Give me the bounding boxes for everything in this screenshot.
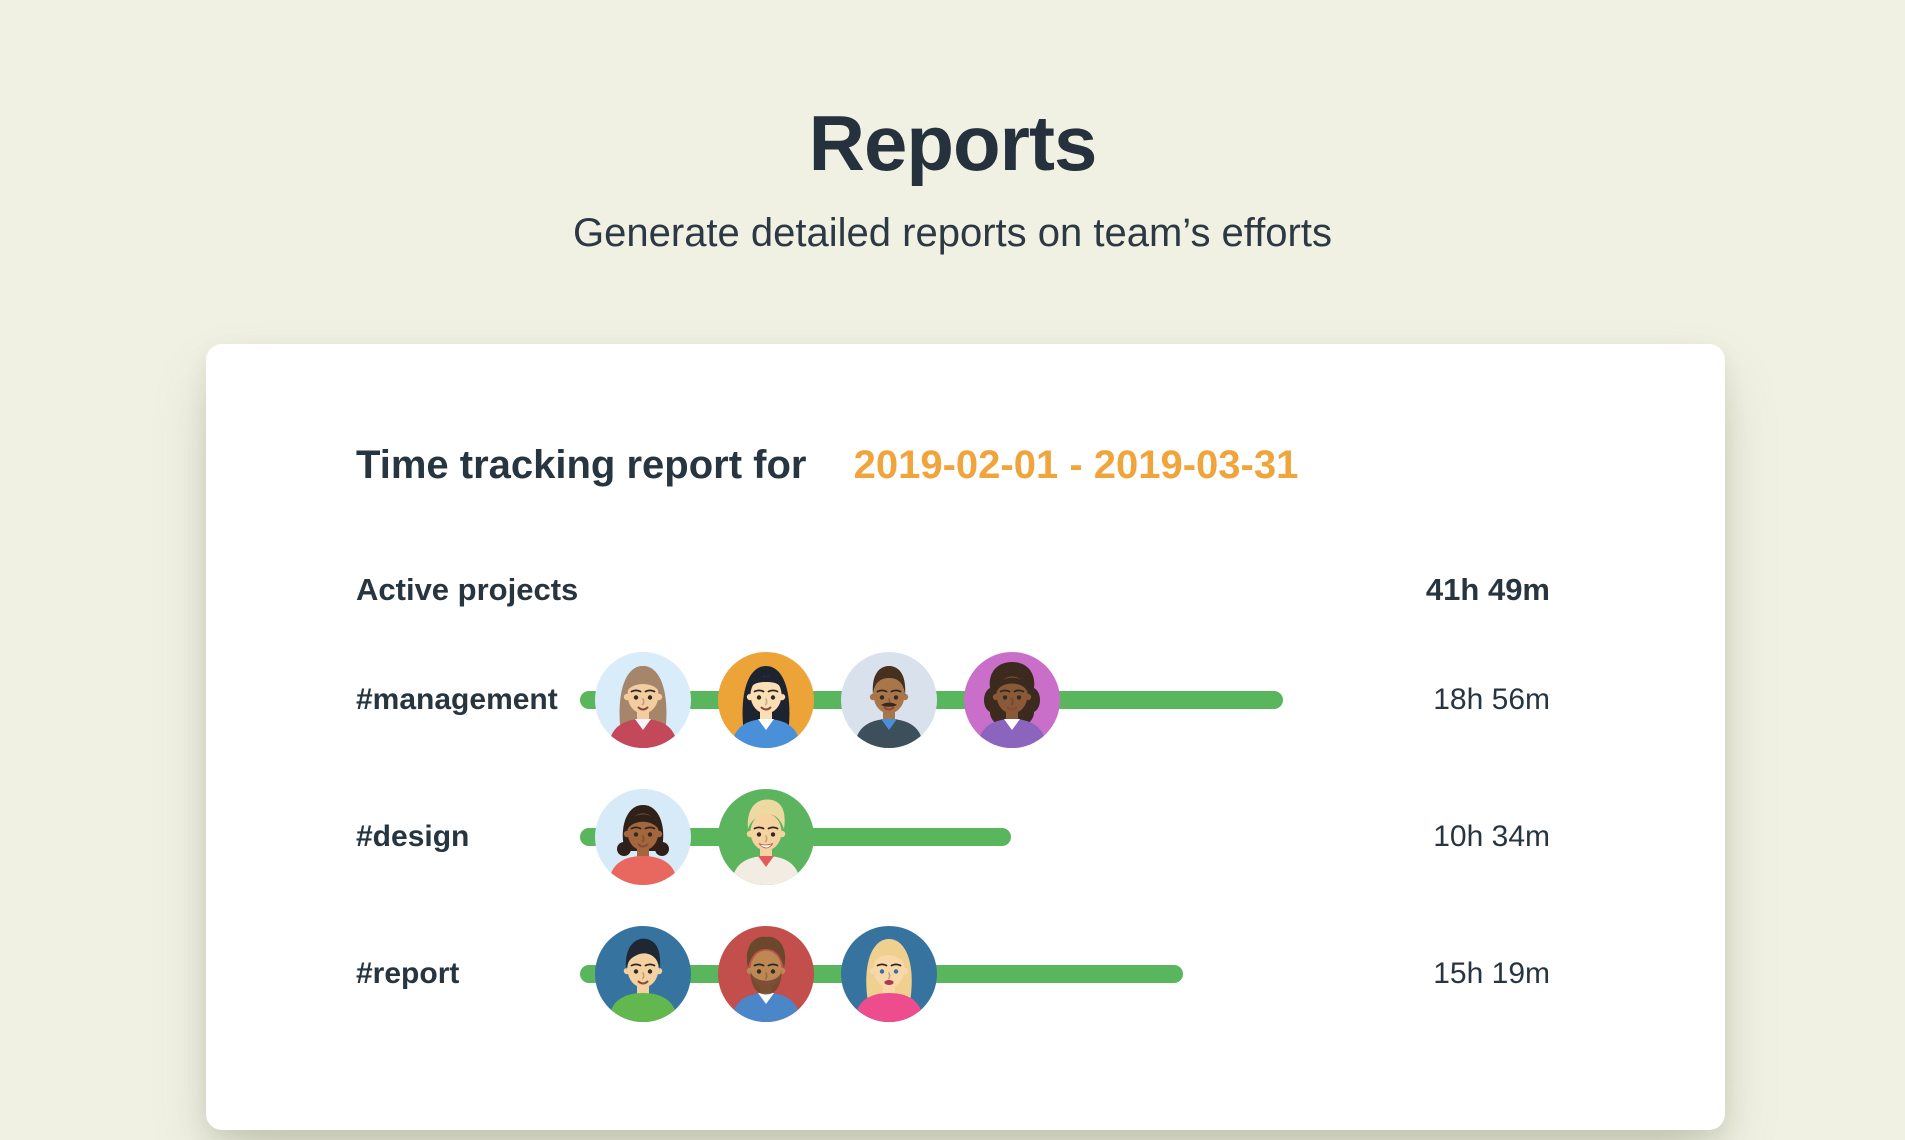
avatar-woman-dark-skin-bun: [595, 788, 691, 885]
page-subtitle: Generate detailed reports on team’s effo…: [573, 211, 1332, 256]
project-time: 10h 34m: [1433, 819, 1550, 853]
avatar-man-blond: [718, 788, 814, 885]
project-row: #management 18h 56m: [356, 631, 1550, 768]
page-title: Reports: [808, 99, 1098, 187]
avatar-woman-blonde-bob: [841, 925, 937, 1022]
page-header: Reports Generate detailed reports on tea…: [0, 0, 1905, 257]
avatar-woman-light-brown-hair: [595, 651, 691, 748]
report-date-range[interactable]: 2019-02-01 - 2019-03-31: [853, 443, 1299, 487]
report-heading: Time tracking report for: [356, 443, 807, 487]
avatar-woman-black-hair-bangs: [718, 651, 814, 748]
project-progress: [580, 788, 1380, 885]
total-time: 41h 49m: [1425, 572, 1550, 607]
active-projects-label: Active projects: [356, 572, 579, 607]
avatar-woman-dark-curly-hair: [964, 651, 1060, 748]
project-progress: [580, 651, 1380, 748]
project-time: 18h 56m: [1433, 682, 1550, 716]
project-label: #management: [356, 682, 558, 716]
project-time: 15h 19m: [1433, 956, 1550, 990]
project-row: #design 10h 34m: [356, 768, 1550, 905]
avatar-man-mustache: [841, 651, 937, 748]
project-row: #report 15h 19m: [356, 905, 1550, 1042]
avatar-man-curly-hair-beard: [718, 925, 814, 1022]
project-rows: #management 18h 56m #design 10h 34m #rep…: [356, 631, 1550, 1042]
project-progress: [580, 925, 1380, 1022]
summary-row: Active projects 41h 49m: [356, 572, 1550, 608]
avatar-person-black-hair: [595, 925, 691, 1022]
report-card: Time tracking report for 2019-02-01 - 20…: [206, 344, 1725, 1130]
project-label: #report: [356, 956, 460, 990]
project-label: #design: [356, 819, 470, 853]
report-heading-row: Time tracking report for 2019-02-01 - 20…: [356, 441, 1605, 489]
